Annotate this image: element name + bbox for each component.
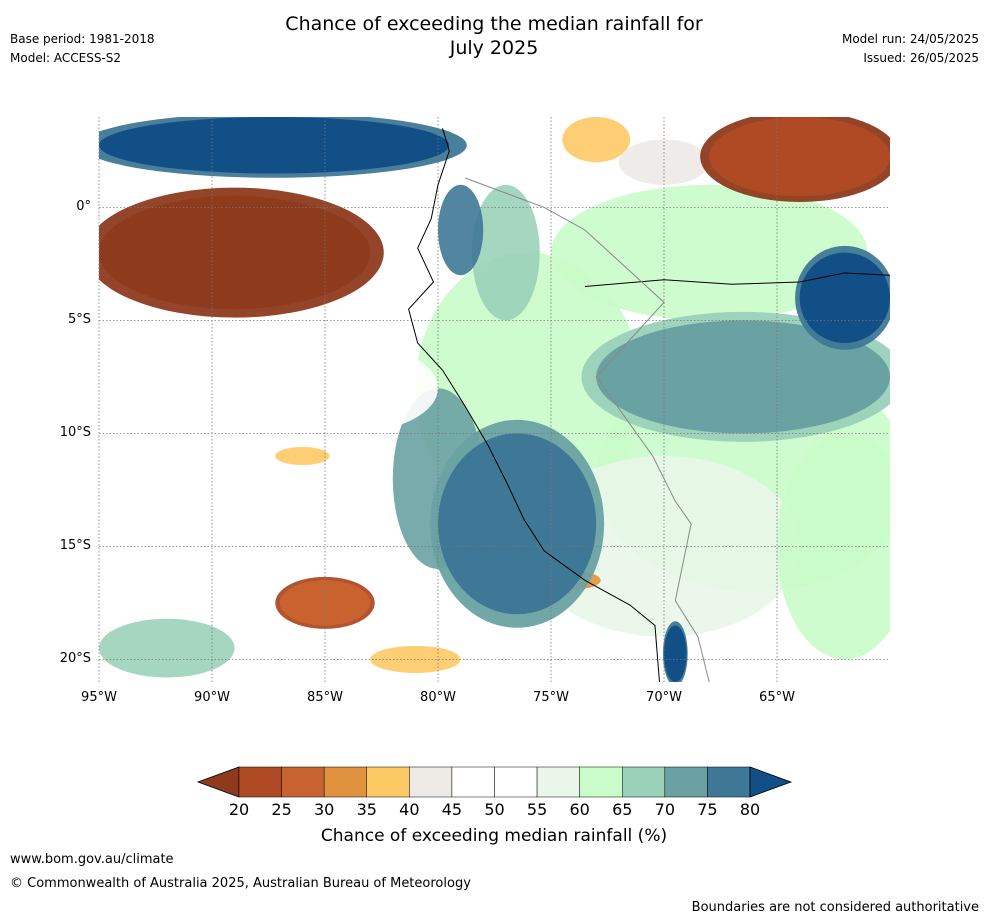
region-core bbox=[437, 433, 597, 615]
colorbar-tick-label: 55 bbox=[526, 800, 548, 819]
region-core bbox=[99, 196, 371, 310]
field-patch bbox=[618, 139, 710, 185]
colorbar-bin bbox=[664, 766, 708, 798]
y-tick-label: 15°S bbox=[59, 538, 91, 554]
field-patch bbox=[257, 343, 438, 434]
colorbar bbox=[196, 766, 793, 798]
y-tick-label: 0° bbox=[76, 199, 91, 215]
colorbar-tick-label: 20 bbox=[228, 800, 250, 819]
copyright-text: © Commonwealth of Australia 2025, Austra… bbox=[10, 876, 471, 891]
x-tick-label: 70°W bbox=[646, 690, 682, 705]
colorbar-tick-label: 65 bbox=[612, 800, 633, 819]
x-tick-label: 85°W bbox=[307, 690, 343, 705]
colorbar-bin bbox=[323, 766, 367, 798]
colorbar-bin bbox=[622, 766, 666, 798]
colorbar-min-arrow bbox=[196, 766, 240, 798]
colorbar-bin bbox=[366, 766, 410, 798]
field-patch bbox=[777, 433, 890, 660]
field-patch bbox=[471, 184, 540, 321]
grid-layer bbox=[98, 117, 890, 682]
river-outline bbox=[584, 272, 890, 287]
region-core bbox=[799, 252, 890, 343]
field-patch bbox=[562, 117, 631, 163]
website-url[interactable]: www.bom.gov.au/climate bbox=[10, 852, 174, 867]
title-line-1: Chance of exceeding the median rainfall … bbox=[285, 13, 703, 35]
field-patch bbox=[275, 446, 330, 466]
colorbar-title: Chance of exceeding median rainfall (%) bbox=[320, 826, 668, 846]
coastline-layer bbox=[408, 128, 890, 682]
region-core bbox=[279, 580, 371, 626]
colorbar-bin bbox=[281, 766, 325, 798]
colorbar-max-arrow bbox=[749, 766, 793, 798]
y-tick-label: 20°S bbox=[59, 651, 91, 667]
region-core bbox=[709, 117, 890, 197]
colorbar-tick-label: 75 bbox=[697, 800, 718, 819]
colorbar-tick-label: 25 bbox=[271, 800, 292, 819]
base-period: Base period: 1981-2018 bbox=[10, 32, 155, 46]
x-tick-label: 95°W bbox=[81, 690, 117, 705]
boundary-disclaimer: Boundaries are not considered authoritat… bbox=[691, 900, 979, 915]
x-tick-label: 90°W bbox=[194, 690, 230, 705]
colorbar-tick-label: 45 bbox=[441, 800, 463, 819]
colorbar-tick-label: 30 bbox=[313, 800, 335, 819]
colorbar-tick-label: 50 bbox=[484, 800, 505, 819]
colorbar-bin bbox=[451, 766, 495, 798]
field-patch bbox=[438, 184, 484, 276]
x-tick-label: 80°W bbox=[420, 690, 456, 705]
region-core bbox=[664, 625, 687, 682]
colorbar-bin bbox=[536, 766, 580, 798]
colorbar-bin bbox=[579, 766, 623, 798]
colorbar-tick-label: 35 bbox=[356, 800, 377, 819]
region-core bbox=[99, 117, 450, 174]
coastline bbox=[408, 128, 660, 682]
map-layer bbox=[99, 117, 890, 682]
region-core bbox=[596, 320, 890, 434]
colorbar-tick-label: 40 bbox=[399, 800, 420, 819]
y-tick-label: 5°S bbox=[67, 312, 91, 328]
model-name: Model: ACCESS-S2 bbox=[10, 51, 122, 65]
colorbar-tick-label: 80 bbox=[739, 800, 761, 819]
colorbar-tick-label: 70 bbox=[654, 800, 676, 819]
y-tick-label: 10°S bbox=[59, 425, 91, 441]
country-border bbox=[464, 177, 710, 682]
colorbar-bin bbox=[494, 766, 538, 798]
colorbar-tick-label: 60 bbox=[569, 800, 590, 819]
field-patch bbox=[99, 618, 235, 678]
title-line-2: July 2025 bbox=[449, 37, 539, 59]
x-tick-label: 75°W bbox=[533, 690, 569, 705]
field-patch bbox=[223, 489, 292, 513]
issued-date: Issued: 26/05/2025 bbox=[863, 51, 979, 65]
model-run: Model run: 24/05/2025 bbox=[841, 32, 979, 46]
colorbar-bin bbox=[409, 766, 453, 798]
x-tick-label: 65°W bbox=[759, 690, 795, 705]
chart-title: Chance of exceeding the median rainfall … bbox=[0, 12, 988, 60]
colorbar-bin bbox=[707, 766, 751, 798]
field-patch bbox=[551, 184, 868, 321]
colorbar-bin bbox=[238, 766, 282, 798]
